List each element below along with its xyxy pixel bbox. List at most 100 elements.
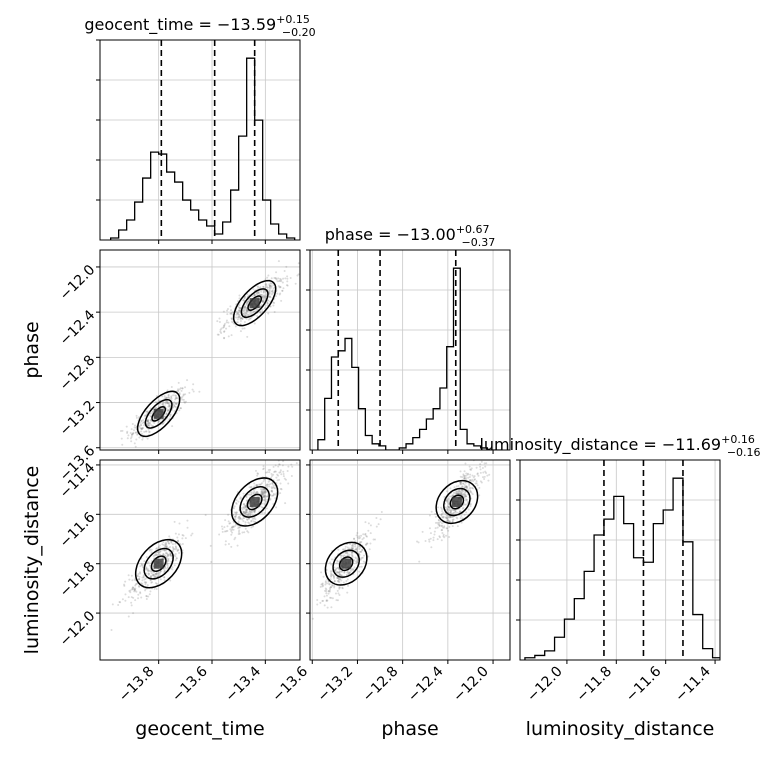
sample-point <box>338 586 341 589</box>
sample-point <box>232 507 235 510</box>
sample-point <box>464 481 467 484</box>
sample-point <box>247 300 250 303</box>
sample-point <box>133 588 136 591</box>
sample-point <box>149 419 152 422</box>
sample-point <box>445 527 448 530</box>
sample-point <box>165 396 168 399</box>
sample-point <box>178 552 181 555</box>
density-peak <box>451 496 462 507</box>
sample-point <box>263 496 266 499</box>
sample-point <box>460 492 463 495</box>
sample-point <box>135 414 138 417</box>
sample-point <box>473 475 476 478</box>
sample-point <box>450 509 453 512</box>
sample-point <box>263 499 266 502</box>
sample-point <box>161 543 164 546</box>
sample-point <box>131 588 134 591</box>
sample-point <box>132 432 135 435</box>
sample-point <box>455 493 458 496</box>
sample-point <box>138 578 141 581</box>
sample-point <box>263 495 266 498</box>
sample-point <box>165 544 168 547</box>
sample-point <box>166 402 169 405</box>
sample-point <box>225 530 228 533</box>
sample-point <box>369 542 372 545</box>
sample-point <box>250 519 253 522</box>
x-tick-label: −13.6 <box>269 663 311 705</box>
y-tick-label: −11.8 <box>57 559 99 601</box>
sample-point <box>140 427 143 430</box>
sample-point <box>158 572 161 575</box>
sample-point <box>364 533 367 536</box>
title-text: geocent_time = −13.59 <box>84 15 276 35</box>
sample-point <box>460 481 463 484</box>
sample-point <box>350 551 353 554</box>
sample-point <box>479 471 482 474</box>
sample-point <box>467 476 470 479</box>
sample-point <box>145 430 148 433</box>
sample-point <box>140 562 143 565</box>
sample-point <box>262 300 265 303</box>
y-tick-label: −11.6 <box>57 509 99 551</box>
sample-point <box>501 428 503 430</box>
sample-point <box>473 478 476 481</box>
sample-point <box>252 492 255 495</box>
sample-point <box>263 511 266 514</box>
sample-point <box>324 587 327 590</box>
y-tick-label: −12.0 <box>57 608 99 650</box>
sample-point <box>278 286 281 289</box>
sample-point <box>147 572 150 575</box>
sample-point <box>238 526 241 529</box>
sample-point <box>438 524 441 527</box>
sample-point <box>178 409 181 412</box>
contour-line <box>332 549 361 578</box>
sample-point <box>367 555 370 558</box>
sample-point <box>260 490 263 493</box>
sample-point <box>234 325 237 328</box>
sample-point <box>237 311 240 314</box>
sample-point <box>289 276 292 279</box>
sample-point <box>141 432 144 435</box>
sample-point <box>245 511 248 514</box>
sample-point <box>245 317 248 320</box>
sample-point <box>323 604 326 607</box>
sample-point <box>284 478 287 481</box>
sample-point <box>240 317 243 320</box>
sample-point <box>428 514 431 517</box>
sample-point <box>223 526 226 529</box>
sample-point <box>479 468 482 471</box>
sample-point <box>270 286 273 289</box>
sample-point <box>447 509 450 512</box>
sample-point <box>336 579 339 582</box>
sample-point <box>171 543 174 546</box>
sample-point <box>129 437 132 440</box>
sample-point <box>223 330 226 333</box>
sample-point <box>252 491 255 494</box>
sample-point <box>332 574 335 577</box>
sample-point <box>234 536 237 539</box>
sample-point <box>449 516 452 519</box>
sample-point <box>268 291 271 294</box>
sample-point <box>181 543 184 546</box>
sample-point <box>447 497 450 500</box>
sample-point <box>340 554 343 557</box>
sample-point <box>166 566 169 569</box>
sample-point <box>447 519 450 522</box>
sample-point <box>295 462 298 465</box>
sample-point <box>228 325 231 328</box>
sample-point <box>253 294 256 297</box>
sample-point <box>282 470 285 473</box>
sample-point <box>347 572 350 575</box>
sample-point <box>239 323 242 326</box>
sample-point <box>247 517 250 520</box>
sample-point <box>246 314 249 317</box>
sample-point <box>238 306 241 309</box>
sample-point <box>145 567 148 570</box>
sample-point <box>163 576 166 579</box>
sample-point <box>328 583 331 586</box>
sample-point <box>244 314 247 317</box>
sample-point <box>159 570 162 573</box>
sample-point <box>231 318 234 321</box>
sample-point <box>138 577 141 580</box>
sample-point <box>263 296 266 299</box>
